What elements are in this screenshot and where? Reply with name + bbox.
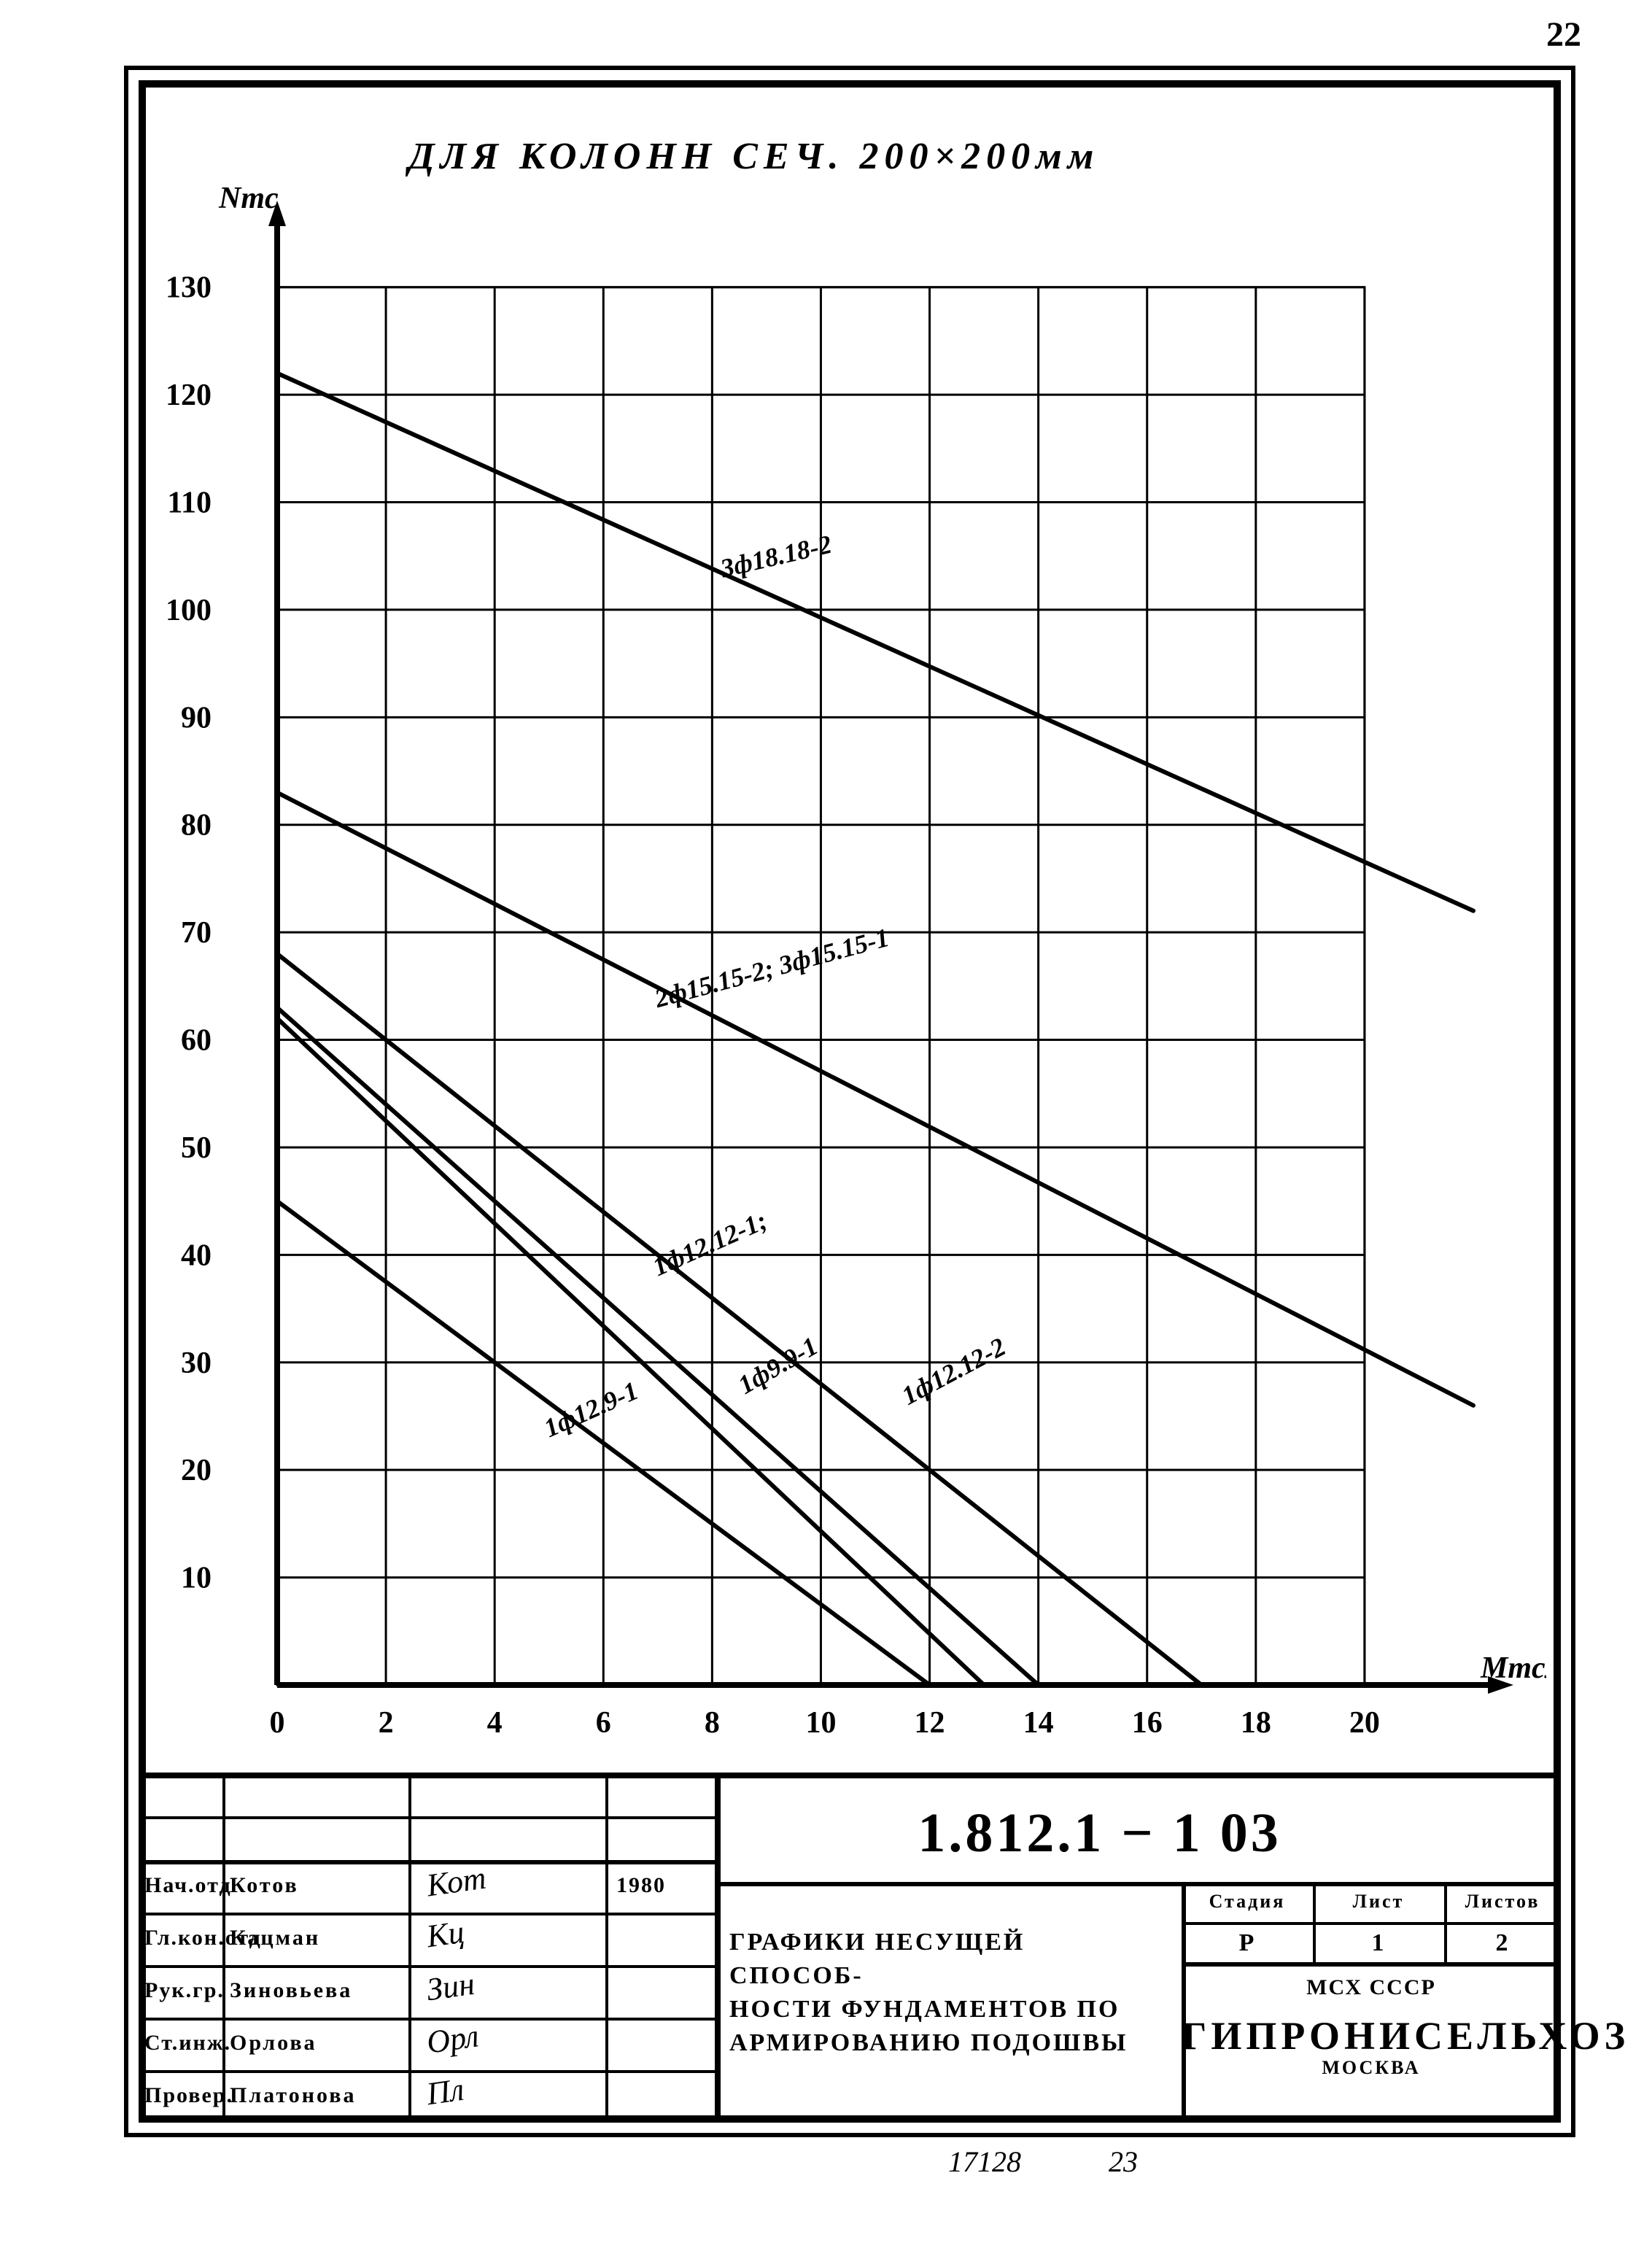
tb-date-0: 1980 [616,1873,666,1898]
svg-text:10: 10 [805,1706,836,1740]
tb-sig-0: Кот [424,1859,489,1904]
chart-title: ДЛЯ КОЛОНН СЕЧ. 200×200мм [408,135,1099,178]
tb-role-4: Провер. [144,2083,233,2108]
svg-text:130: 130 [166,271,212,305]
svg-text:50: 50 [181,1131,212,1165]
svg-text:40: 40 [181,1239,212,1272]
svg-text:10: 10 [181,1562,212,1595]
svg-text:16: 16 [1132,1706,1163,1740]
tb-name-4: Платонова [230,2083,356,2108]
hdr-sheet: Лист [1313,1891,1444,1913]
svg-text:0: 0 [270,1706,285,1740]
ministry: МСХ СССР [1182,1975,1561,2000]
svg-text:4: 4 [487,1706,503,1740]
doc-number: 1.812.1 − 1 03 [918,1802,1281,1865]
tb-role-2: Рук.гр. [144,1978,225,2003]
svg-text:14: 14 [1023,1706,1054,1740]
tb-sig-2: Зин [424,1964,477,2008]
svg-text:100: 100 [166,594,212,627]
svg-text:2ф15.15-2; 3ф15.15-1: 2ф15.15-2; 3ф15.15-1 [651,923,893,1013]
svg-text:1ф12.12-2: 1ф12.12-2 [897,1332,1010,1411]
footer-right-number: 23 [1109,2145,1138,2179]
svg-text:2: 2 [379,1706,394,1740]
svg-text:60: 60 [181,1024,212,1058]
tb-name-1: Кацман [230,1926,320,1950]
tb-role-0: Нач.отд [144,1873,232,1898]
tb-name-3: Орлова [230,2031,317,2056]
svg-text:90: 90 [181,701,212,735]
org-city: МОСКВА [1182,2057,1561,2079]
tb-name-0: Котов [230,1873,299,1898]
svg-text:30: 30 [181,1347,212,1380]
svg-text:6: 6 [596,1706,611,1740]
title-block: Нач.отдКотовКот1980Гл.кон.отдКацманКцРук… [139,1773,1561,2123]
tb-description: ГРАФИКИ НЕСУЩЕЙ СПОСОБ-НОСТИ ФУНДАМЕНТОВ… [729,1926,1167,2060]
tb-sig-1: Кц [424,1913,467,1955]
hdr-sheets: Листов [1444,1891,1561,1913]
svg-text:120: 120 [166,379,212,412]
organization: ГИПРОНИСЕЛЬХОЗ [1182,2013,1561,2058]
svg-text:12: 12 [915,1706,945,1740]
page-number: 22 [1546,15,1581,55]
svg-text:8: 8 [705,1706,720,1740]
chart-line-svg: 0 2 4 6 8 10 12 14 16 18 20 10 20 30 40 50 60 70 80 90 100 11… [153,182,1546,1773]
svg-text:3ф18.18-2: 3ф18.18-2 [717,530,834,584]
svg-text:70: 70 [181,916,212,950]
svg-text:20: 20 [1349,1706,1380,1740]
tb-sig-3: Орл [424,2017,481,2061]
val-stage: Р [1182,1929,1313,1957]
val-sheets: 2 [1444,1929,1561,1957]
svg-text:1ф9.9-1: 1ф9.9-1 [733,1331,823,1400]
svg-text:80: 80 [181,809,212,842]
footer-left-number: 17128 [948,2145,1021,2179]
tb-role-3: Ст.инж. [144,2031,231,2056]
hdr-stage: Стадия [1182,1891,1313,1913]
tb-name-2: Зиновьева [230,1978,352,2003]
svg-text:Nтс: Nтс [218,182,279,215]
svg-text:20: 20 [181,1454,212,1487]
tb-sig-4: Пл [424,2070,467,2112]
val-sheet: 1 [1313,1929,1444,1957]
svg-text:110: 110 [167,487,212,520]
svg-text:1ф12.12-1;: 1ф12.12-1; [648,1206,772,1282]
svg-text:Mтсм: Mтсм [1480,1651,1546,1685]
svg-text:18: 18 [1241,1706,1271,1740]
